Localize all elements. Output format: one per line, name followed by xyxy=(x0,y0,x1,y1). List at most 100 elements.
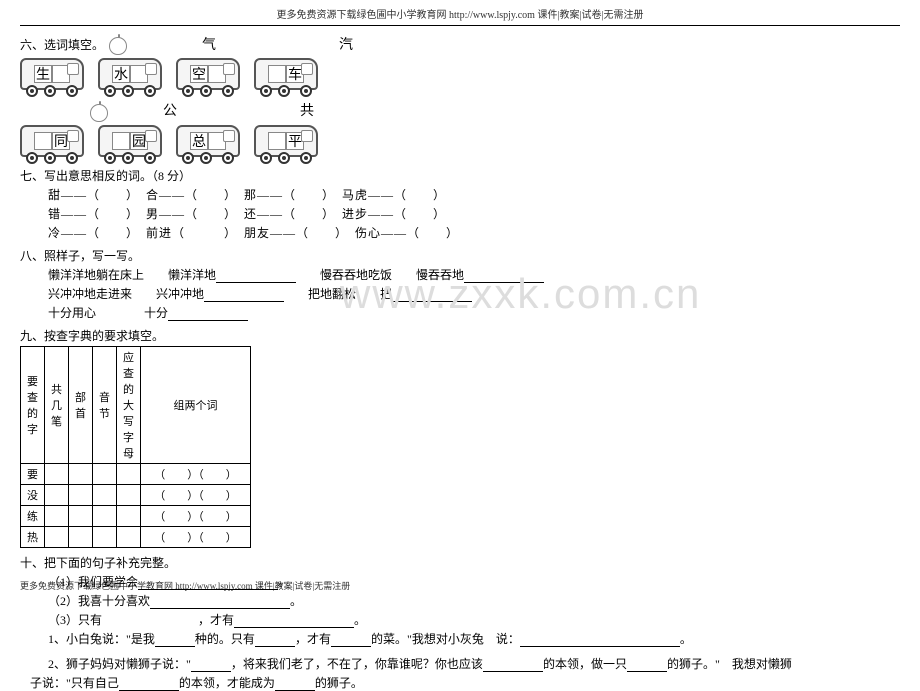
text: 十分用心 十分 xyxy=(48,306,168,320)
text: 狮子妈妈对懒狮子说：" xyxy=(66,657,191,671)
cell[interactable] xyxy=(69,484,93,505)
bus-blank[interactable] xyxy=(52,65,70,83)
table-row: 热 （ ）（ ） xyxy=(21,526,251,547)
text: 的狮子。" 我想对懒狮 xyxy=(667,657,792,671)
cell[interactable] xyxy=(117,526,141,547)
th: 应查的大写字母 xyxy=(117,346,141,463)
bus-item: 同 xyxy=(20,125,84,157)
cell[interactable] xyxy=(69,526,93,547)
bus-char: 总 xyxy=(190,132,208,150)
sec10-item: （2）我喜十分喜欢。 xyxy=(20,592,900,609)
cell[interactable] xyxy=(117,505,141,526)
text: 的狮子。 xyxy=(315,676,363,690)
blank[interactable] xyxy=(155,633,195,647)
apple-icon xyxy=(109,37,127,55)
blank[interactable] xyxy=(191,658,231,672)
th: 要查的字 xyxy=(21,346,45,463)
bus-blank[interactable] xyxy=(268,65,286,83)
bus-item: 水 xyxy=(98,58,162,90)
bus-char: 生 xyxy=(34,65,52,83)
section-10: 十、把下面的句子补充完整。 （1）我们要学会。 （2）我喜十分喜欢。 （3）只有… xyxy=(20,554,900,691)
bus-blank[interactable] xyxy=(208,132,226,150)
text: 1、 xyxy=(48,632,66,646)
blank[interactable] xyxy=(520,633,680,647)
cell[interactable] xyxy=(93,505,117,526)
text: 小白兔说："是我 xyxy=(66,632,155,646)
page-header: 更多免费资源下载绿色圃中小学教育网 http://www.lspjy.com 课… xyxy=(20,0,900,25)
sec10-item: （1）我们要学会。 xyxy=(20,573,900,590)
bus-char: 水 xyxy=(112,65,130,83)
cell[interactable] xyxy=(45,463,69,484)
sec10-title: 十、把下面的句子补充完整。 xyxy=(20,556,176,570)
sec7-line: 错——（ ） 男——（ ） 还——（ ） 进步——（ ） xyxy=(20,205,900,222)
section-6: 六、选词填空。 气 汽 生 水 空 车 公 共 同 园 总 平 xyxy=(20,34,900,157)
bus-blank[interactable] xyxy=(34,132,52,150)
bus-blank[interactable] xyxy=(268,132,286,150)
cell: 热 xyxy=(21,526,45,547)
bus-item: 总 xyxy=(176,125,240,157)
cell[interactable]: （ ）（ ） xyxy=(141,463,251,484)
sec10-q1: 1、小白兔说："是我种的。只有，才有的菜。"我想对小灰兔 说：。 xyxy=(20,630,900,647)
blank[interactable] xyxy=(204,288,284,302)
table-header-row: 要查的字 共几笔 部首 音节 应查的大写字母 组两个词 xyxy=(21,346,251,463)
bus-item: 空 xyxy=(176,58,240,90)
option-gong2: 共 xyxy=(300,104,314,119)
text: （1）我们要学会 xyxy=(48,575,138,589)
sec6-title: 六、选词填空。 xyxy=(20,38,104,52)
text: ，才有 xyxy=(295,632,331,646)
cell[interactable] xyxy=(69,505,93,526)
cell[interactable]: （ ）（ ） xyxy=(141,484,251,505)
text: 兴冲冲地走进来 兴冲冲地 xyxy=(48,287,204,301)
cell[interactable] xyxy=(45,484,69,505)
cell[interactable] xyxy=(93,484,117,505)
bus-blank[interactable] xyxy=(208,65,226,83)
sec10-q2: 2、狮子妈妈对懒狮子说：" ，将来我们老了，不在了，你靠谁呢？你也应该 的本领，做一… xyxy=(20,655,900,672)
text: （3）只有 ，才有 xyxy=(48,613,234,627)
blank[interactable] xyxy=(275,677,315,691)
blank[interactable] xyxy=(331,633,371,647)
blank[interactable] xyxy=(150,595,290,609)
bus-blank[interactable] xyxy=(130,65,148,83)
blank[interactable] xyxy=(168,307,248,321)
bus-char: 空 xyxy=(190,65,208,83)
text: 种的。只有 xyxy=(195,632,255,646)
table-row: 没（ ）（ ） xyxy=(21,484,251,505)
cell[interactable]: （ ）（ ） xyxy=(141,505,251,526)
option-qi2: 汽 xyxy=(339,38,353,53)
blank[interactable] xyxy=(392,288,472,302)
bus-blank[interactable] xyxy=(112,132,130,150)
blank[interactable] xyxy=(627,658,667,672)
text: 的本领，做一只 xyxy=(543,657,627,671)
blank[interactable] xyxy=(483,658,543,672)
cell: 要 xyxy=(21,463,45,484)
text: 慢吞吞地吃饭 慢吞吞地 xyxy=(320,268,464,282)
bus-item: 园 xyxy=(98,125,162,157)
cell[interactable] xyxy=(93,526,117,547)
cell[interactable] xyxy=(45,526,69,547)
blank[interactable] xyxy=(234,614,354,628)
table-row: 练（ ）（ ） xyxy=(21,505,251,526)
blank[interactable] xyxy=(255,633,295,647)
bus-char: 同 xyxy=(52,132,70,150)
bus-item: 车 xyxy=(254,58,318,90)
sec8-title: 八、照样子，写一写。 xyxy=(20,249,140,263)
text: 的菜。"我想对小灰兔 说： xyxy=(371,632,520,646)
blank[interactable] xyxy=(119,677,179,691)
cell[interactable] xyxy=(93,463,117,484)
text: 懒洋洋地躺在床上 懒洋洋地 xyxy=(48,268,216,282)
cell[interactable] xyxy=(69,463,93,484)
section-9: 九、按查字典的要求填空。 要查的字 共几笔 部首 音节 应查的大写字母 组两个词… xyxy=(20,327,900,548)
cell[interactable]: （ ）（ ） xyxy=(141,526,251,547)
text: 2、 xyxy=(48,657,66,671)
sec8-line: 懒洋洋地躺在床上 懒洋洋地 慢吞吞地吃饭 慢吞吞地 xyxy=(20,266,900,283)
cell[interactable] xyxy=(117,484,141,505)
blank[interactable] xyxy=(216,269,296,283)
blank[interactable] xyxy=(138,576,278,590)
bus-item: 生 xyxy=(20,58,84,90)
blank[interactable] xyxy=(464,269,544,283)
cell[interactable] xyxy=(45,505,69,526)
cell[interactable] xyxy=(117,463,141,484)
text: ，将来我们老了，不在了，你靠谁呢？你也应该 xyxy=(231,657,483,671)
sec10-item: （3）只有 ，才有。 xyxy=(20,611,900,628)
dictionary-table: 要查的字 共几笔 部首 音节 应查的大写字母 组两个词 要 （ ）（ ） 没（ ）… xyxy=(20,346,251,548)
